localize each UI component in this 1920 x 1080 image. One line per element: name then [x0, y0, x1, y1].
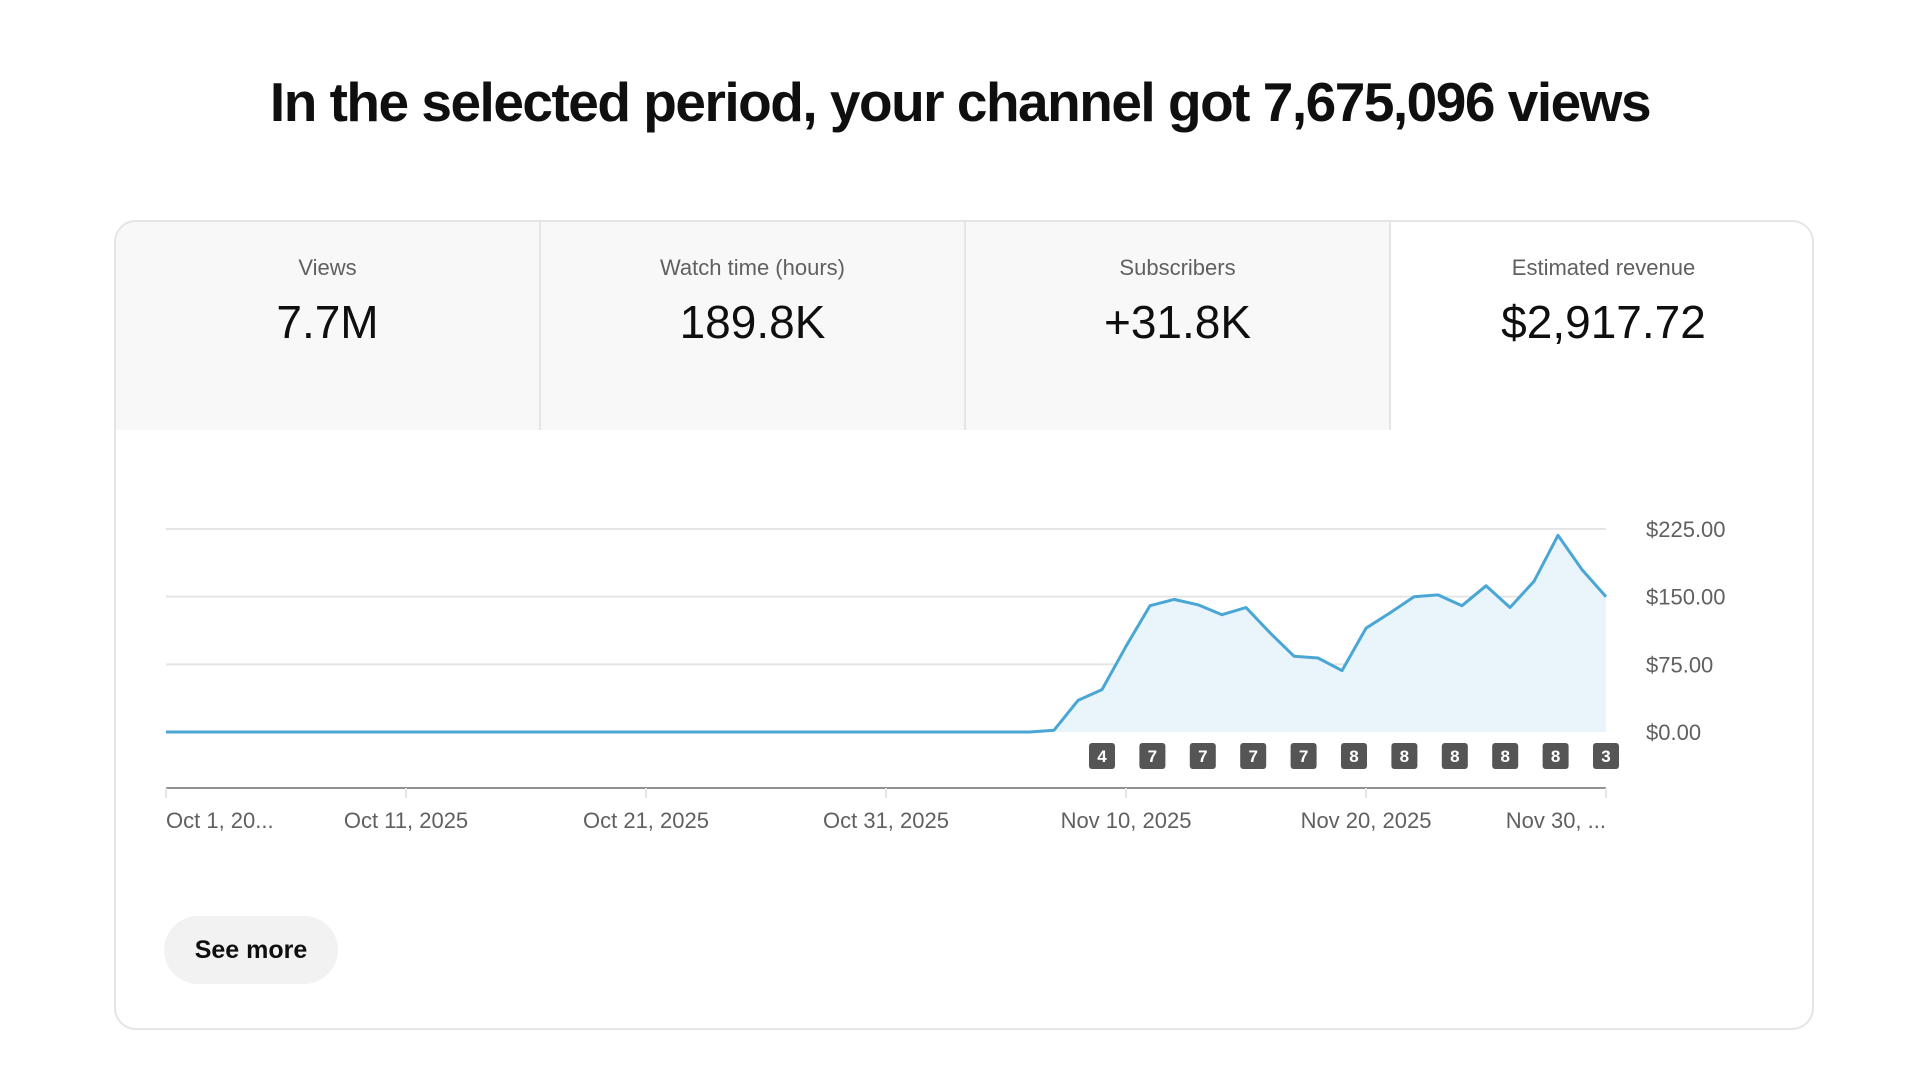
upload-marker [1341, 743, 1367, 769]
x-tick-label: Oct 11, 2025 [344, 808, 468, 833]
tab-watch-time[interactable]: Watch time (hours) 189.8K [541, 222, 966, 430]
upload-marker [1139, 743, 1166, 769]
upload-marker [1089, 743, 1115, 769]
revenue-chart: $225.00 $150.00 $75.00 $0.00 4 7 7 7 7 8 8 8 8 8 3 Oct … [116, 430, 1812, 850]
tab-watch-time-label: Watch time (hours) [659, 255, 845, 280]
upload-marker [1240, 743, 1267, 769]
x-tick-label: Nov 10, 2025 [1061, 808, 1192, 833]
tab-estimated-revenue[interactable]: Estimated revenue $2,917.72 [1391, 222, 1812, 430]
upload-marker [1441, 743, 1468, 769]
x-tick-label: Nov 20, 2025 [1301, 808, 1432, 833]
upload-marker-count: 4 [1097, 747, 1107, 766]
y-tick-label: $150.00 [1646, 585, 1726, 610]
revenue-line [166, 533, 1608, 734]
upload-marker [1593, 743, 1619, 769]
x-tick-label: Oct 1, 20... [166, 808, 274, 833]
tab-subscribers-value: +31.8K [1103, 296, 1252, 348]
revenue-area [166, 535, 1606, 732]
x-tick-label: Nov 30, ... [1506, 808, 1606, 833]
page-title: In the selected period, your channel got… [269, 71, 1652, 133]
tab-watch-time-value: 189.8K [679, 296, 826, 348]
upload-marker-count: 7 [1248, 747, 1257, 766]
see-more-button[interactable]: See more [164, 916, 338, 984]
upload-marker-count: 8 [1551, 747, 1560, 766]
tab-views-value: 7.7M [276, 296, 379, 348]
tab-subscribers-label: Subscribers [1119, 255, 1236, 280]
metrics-card: Views 7.7M Watch time (hours) 189.8K Sub… [114, 220, 1814, 1030]
upload-marker-count: 8 [1349, 747, 1358, 766]
upload-marker-count: 3 [1601, 747, 1610, 766]
upload-marker-count: 7 [1148, 747, 1157, 766]
upload-marker-count: 8 [1450, 747, 1459, 766]
upload-marker [1492, 743, 1519, 769]
upload-marker [1391, 743, 1418, 769]
revenue-chart-svg: $225.00 $150.00 $75.00 $0.00 4 7 7 7 7 8 8 8 8 8 3 Oct … [165, 517, 1726, 833]
upload-marker [1290, 743, 1317, 769]
metric-tabs: Views 7.7M Watch time (hours) 189.8K Sub… [116, 222, 1812, 430]
y-tick-label: $225.00 [1646, 517, 1726, 542]
upload-marker [1542, 743, 1569, 769]
upload-marker-count: 7 [1299, 747, 1308, 766]
tab-estimated-revenue-label: Estimated revenue [1511, 255, 1696, 280]
tab-views[interactable]: Views 7.7M [116, 222, 541, 430]
upload-marker [1189, 743, 1216, 769]
tab-estimated-revenue-value: $2,917.72 [1501, 296, 1706, 348]
x-tick-label: Oct 21, 2025 [583, 808, 709, 833]
y-tick-label: $75.00 [1646, 652, 1713, 677]
upload-marker-count: 8 [1400, 747, 1409, 766]
y-tick-label: $0.00 [1646, 720, 1701, 745]
x-tick-label: Oct 31, 2025 [823, 808, 949, 833]
upload-marker-count: 7 [1198, 747, 1207, 766]
upload-marker-count: 8 [1500, 747, 1509, 766]
tab-views-label: Views [298, 255, 357, 280]
tab-subscribers[interactable]: Subscribers +31.8K [966, 222, 1391, 430]
